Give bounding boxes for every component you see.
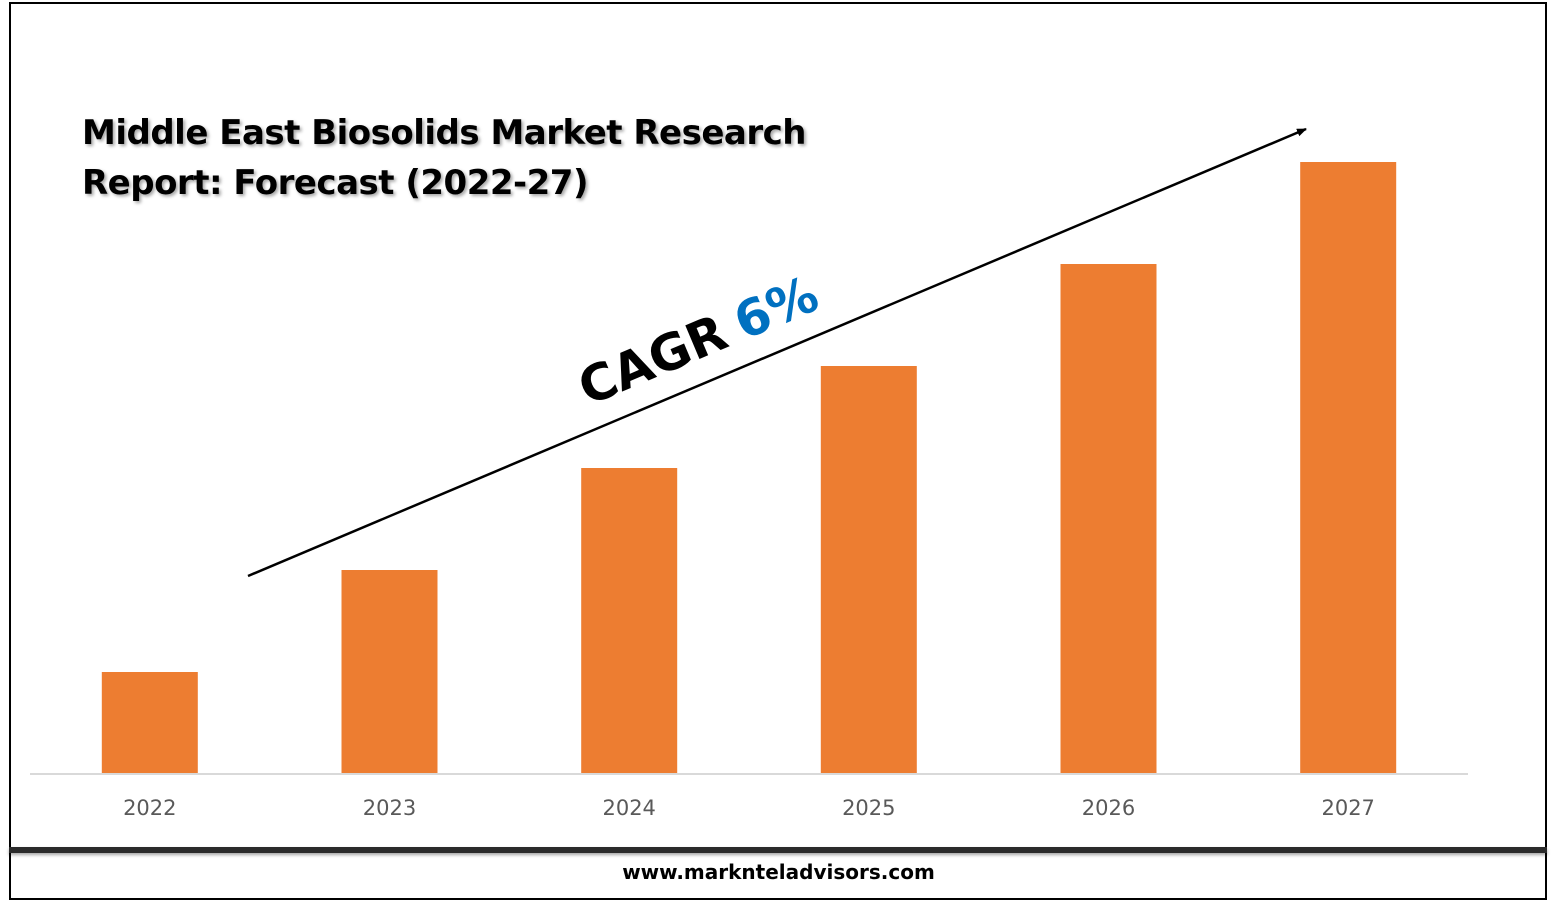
bar-2023 (341, 570, 438, 774)
cagr-trend-arrow (247, 127, 1307, 578)
x-tick-label-2027: 2027 (1321, 796, 1374, 820)
chart-title: Middle East Biosolids Market Research Re… (82, 108, 806, 208)
bar-series (101, 162, 1397, 774)
x-tick-label-2024: 2024 (602, 796, 655, 820)
x-tick-label-2026: 2026 (1082, 796, 1135, 820)
bar-2027 (1300, 162, 1397, 774)
cagr-annotation: CAGR6% (570, 265, 826, 417)
x-tick-label-2023: 2023 (363, 796, 416, 820)
chart-title-line-1: Middle East Biosolids Market Research (82, 113, 806, 153)
cagr-label: CAGR (570, 303, 735, 417)
chart-title-line-2: Report: Forecast (2022-27) (82, 163, 588, 203)
bar-2024 (581, 468, 678, 774)
bar-2026 (1060, 264, 1157, 774)
x-axis-tick-labels: 2022 2023 2024 2025 2026 2027 (123, 796, 1375, 820)
footer-website: www.marknteladvisors.com (622, 860, 935, 884)
footer-divider (9, 847, 1547, 853)
x-tick-label-2025: 2025 (842, 796, 895, 820)
x-tick-label-2022: 2022 (123, 796, 176, 820)
bar-2022 (101, 672, 198, 774)
bar-2025 (820, 366, 917, 774)
chart-frame (9, 2, 1547, 900)
